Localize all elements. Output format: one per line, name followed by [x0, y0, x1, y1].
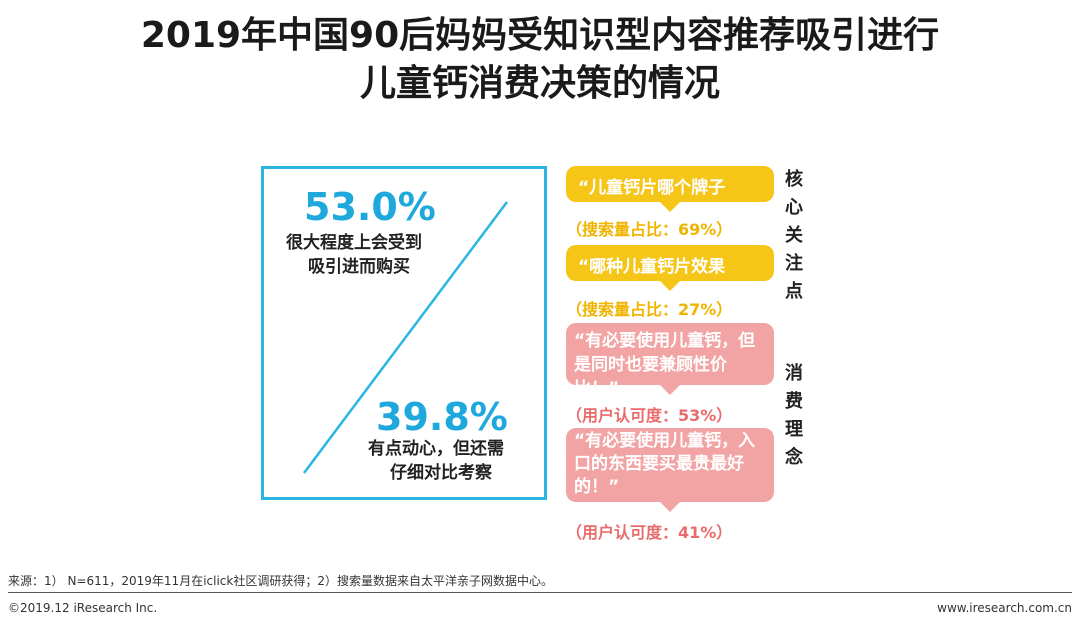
- concept-side-label-text: 消费理念: [785, 363, 803, 468]
- concept-metric-2: （用户认可度：41%）: [566, 523, 733, 542]
- focus-quote-1: “儿童钙片哪个牌子好？”: [578, 178, 726, 223]
- copyright: ©2019.12 iResearch Inc.: [8, 601, 158, 615]
- focus-bubble-2: “哪种儿童钙片效果好？”: [566, 245, 774, 302]
- concept-quote-1-line1: “有必要使用儿童钙，但: [574, 331, 756, 351]
- focus-bubble-1: “儿童钙片哪个牌子好？”: [566, 166, 774, 223]
- divider-line: [302, 201, 509, 474]
- concept-metric-1: （用户认可度：53%）: [566, 406, 733, 425]
- focus-side-label: 核心关注点: [782, 166, 806, 306]
- stat-low-value: 39.8%: [376, 395, 508, 439]
- diagonal-divider: [302, 201, 509, 474]
- stat-box: 53.0% 很大程度上会受到 吸引进而购买 39.8% 有点动心，但还需 仔细对…: [261, 166, 547, 500]
- stat-low-desc: 有点动心，但还需 仔细对比考察: [368, 437, 504, 485]
- focus-quote-2: “哪种儿童钙片效果好？”: [578, 257, 726, 302]
- source-footnote: 来源：1） N=611，2019年11月在iclick社区调研获得；2）搜索量数…: [8, 574, 553, 588]
- stat-high-desc-line1: 很大程度上会受到: [286, 233, 422, 253]
- focus-metric-1: （搜索量占比：69%）: [566, 220, 733, 239]
- concept-bubble-1: “有必要使用儿童钙，但 是同时也要兼顾性价比！”: [566, 323, 774, 399]
- website-link: www.iresearch.com.cn: [937, 601, 1072, 615]
- stat-low-desc-line2: 仔细对比考察: [390, 463, 492, 483]
- stat-low-desc-line1: 有点动心，但还需: [368, 439, 504, 459]
- stat-high-desc: 很大程度上会受到 吸引进而购买: [286, 231, 422, 279]
- stat-high-value: 53.0%: [304, 185, 436, 229]
- footer-divider: [8, 592, 1072, 593]
- page-title: 2019年中国90后妈妈受知识型内容推荐吸引进行 儿童钙消费决策的情况: [0, 12, 1080, 108]
- concept-quote-1-line2: 是同时也要兼顾性价比！”: [574, 355, 727, 399]
- concept-quote-2-line2: 口的东西要买最贵最好: [574, 454, 744, 474]
- title-line-2: 儿童钙消费决策的情况: [359, 63, 720, 104]
- concept-side-label: 消费理念: [782, 360, 806, 472]
- concept-quote-2-line1: “有必要使用儿童钙，入: [574, 431, 756, 451]
- title-line-1: 2019年中国90后妈妈受知识型内容推荐吸引进行: [140, 15, 940, 56]
- focus-side-label-text: 核心关注点: [785, 169, 803, 302]
- concept-quote-2-line3: 的！”: [574, 477, 620, 497]
- concept-bubble-2: “有必要使用儿童钙，入 口的东西要买最贵最好 的！”: [566, 428, 774, 512]
- focus-metric-2: （搜索量占比：27%）: [566, 300, 733, 319]
- stat-high-desc-line2: 吸引进而购买: [308, 257, 410, 277]
